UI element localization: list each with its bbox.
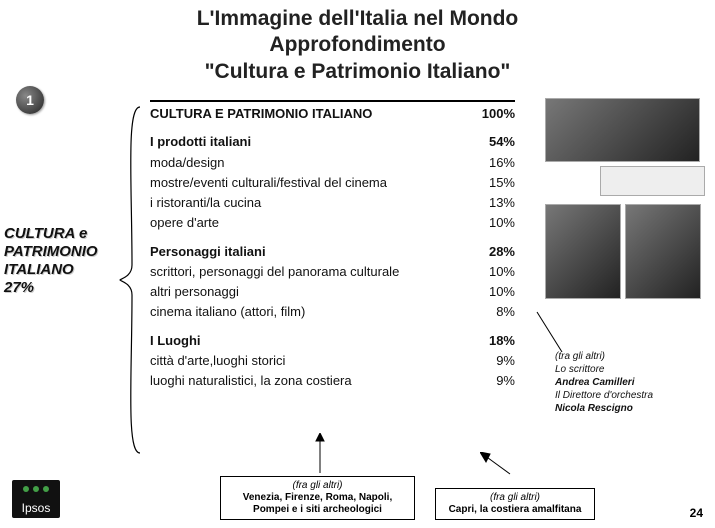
personaggi-callout: (tra gli altri) Lo scrittore Andrea Cami… bbox=[555, 350, 705, 415]
row-label: I Luoghi bbox=[150, 333, 201, 349]
ipsos-logo: Ipsos bbox=[12, 480, 60, 518]
row-label: I prodotti italiani bbox=[150, 134, 251, 150]
note1-intro: (fra gli altri) bbox=[227, 480, 408, 492]
table-row: i ristoranti/la cucina 13% bbox=[150, 193, 515, 213]
table-row: I prodotti italiani 54% bbox=[150, 132, 515, 152]
row-label: Personaggi italiani bbox=[150, 244, 266, 260]
row-value: 10% bbox=[465, 215, 515, 231]
table-row: moda/design 16% bbox=[150, 153, 515, 173]
logo-placeholder bbox=[600, 166, 705, 196]
table-row: CULTURA E PATRIMONIO ITALIANO 100% bbox=[150, 100, 515, 124]
note2-intro: (fra gli altri) bbox=[442, 492, 588, 504]
callout-l1b: Andrea Camilleri bbox=[555, 376, 705, 389]
row-value: 8% bbox=[465, 304, 515, 320]
row-label: scrittori, personaggi del panorama cultu… bbox=[150, 264, 399, 280]
section-badge: 1 bbox=[16, 86, 44, 114]
side-label-l4: 27% bbox=[4, 279, 114, 297]
side-summary-label: CULTURA e PATRIMONIO ITALIANO 27% bbox=[4, 225, 114, 297]
row-label: mostre/eventi culturali/festival del cin… bbox=[150, 175, 387, 191]
row-value: 54% bbox=[465, 134, 515, 150]
row-value: 28% bbox=[465, 244, 515, 260]
row-value: 9% bbox=[465, 353, 515, 369]
row-label: opere d'arte bbox=[150, 215, 219, 231]
callout-l1a: Lo scrittore bbox=[555, 363, 705, 376]
row-value: 18% bbox=[465, 333, 515, 349]
table-row: opere d'arte 10% bbox=[150, 213, 515, 233]
curly-brace bbox=[118, 105, 144, 455]
row-label: cinema italiano (attori, film) bbox=[150, 304, 305, 320]
arrow-to-note2 bbox=[480, 452, 520, 476]
callout-intro: (tra gli altri) bbox=[555, 350, 705, 363]
row-value: 10% bbox=[465, 284, 515, 300]
table-row: mostre/eventi culturali/festival del cin… bbox=[150, 173, 515, 193]
arrow-to-note1 bbox=[310, 433, 330, 475]
data-table: CULTURA E PATRIMONIO ITALIANO 100% I prodo… bbox=[150, 100, 515, 391]
table-row: città d'arte,luoghi storici 9% bbox=[150, 351, 515, 371]
callout-connector bbox=[535, 310, 565, 355]
row-label: altri personaggi bbox=[150, 284, 239, 300]
title-line-3: "Cultura e Patrimonio Italiano" bbox=[0, 59, 715, 85]
portrait-placeholder bbox=[625, 204, 701, 299]
table-row: Personaggi italiani 28% bbox=[150, 242, 515, 262]
row-label: città d'arte,luoghi storici bbox=[150, 353, 285, 369]
note-box-luoghi-naturalistici: (fra gli altri) Capri, la costiera amalf… bbox=[435, 488, 595, 520]
row-label: CULTURA E PATRIMONIO ITALIANO bbox=[150, 106, 372, 122]
table-row: cinema italiano (attori, film) 8% bbox=[150, 302, 515, 322]
table-row: altri personaggi 10% bbox=[150, 282, 515, 302]
table-row: scrittori, personaggi del panorama cultu… bbox=[150, 262, 515, 282]
row-label: luoghi naturalistici, la zona costiera bbox=[150, 373, 352, 389]
callout-l2b: Nicola Rescigno bbox=[555, 402, 705, 415]
portrait-placeholder bbox=[545, 204, 621, 299]
note1-body: Venezia, Firenze, Roma, Napoli, Pompei e… bbox=[227, 492, 408, 516]
table-row: luoghi naturalistici, la zona costiera 9% bbox=[150, 371, 515, 391]
title-line-1: L'Immagine dell'Italia nel Mondo bbox=[0, 6, 715, 32]
table-row: I Luoghi 18% bbox=[150, 331, 515, 351]
row-value: 9% bbox=[465, 373, 515, 389]
row-label: moda/design bbox=[150, 155, 224, 171]
row-value: 13% bbox=[465, 195, 515, 211]
note-box-luoghi-storici: (fra gli altri) Venezia, Firenze, Roma, … bbox=[220, 476, 415, 520]
title-line-2: Approfondimento bbox=[0, 32, 715, 58]
row-value: 100% bbox=[465, 106, 515, 122]
row-value: 16% bbox=[465, 155, 515, 171]
side-label-l3: ITALIANO bbox=[4, 261, 114, 279]
side-label-l2: PATRIMONIO bbox=[4, 243, 114, 261]
callout-l2a: Il Direttore d'orchestra bbox=[555, 389, 705, 402]
row-value: 15% bbox=[465, 175, 515, 191]
side-label-l1: CULTURA e bbox=[4, 225, 114, 243]
row-label: i ristoranti/la cucina bbox=[150, 195, 261, 211]
note2-body: Capri, la costiera amalfitana bbox=[442, 504, 588, 516]
image-column bbox=[545, 98, 705, 303]
slide-title: L'Immagine dell'Italia nel Mondo Approfo… bbox=[0, 0, 715, 85]
page-number: 24 bbox=[690, 506, 703, 520]
photo-placeholder bbox=[545, 98, 700, 162]
row-value: 10% bbox=[465, 264, 515, 280]
